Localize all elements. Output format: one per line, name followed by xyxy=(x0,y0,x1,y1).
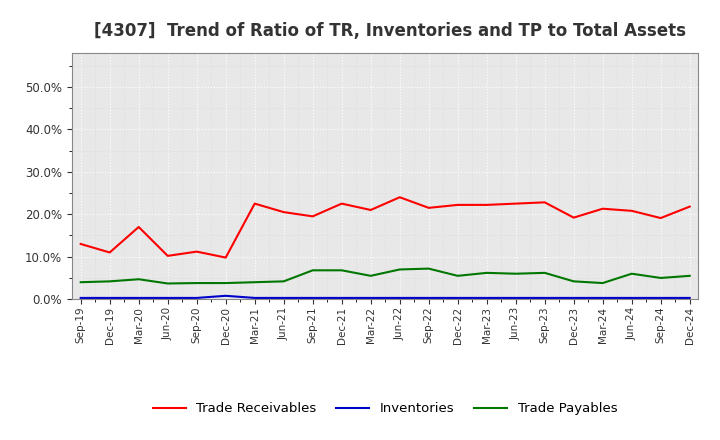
Trade Receivables xyxy=(308,214,317,219)
Trade Payables xyxy=(454,273,462,279)
Trade Payables xyxy=(657,275,665,281)
Trade Payables xyxy=(192,280,201,286)
Trade Receivables xyxy=(627,208,636,213)
Trade Receivables xyxy=(657,216,665,221)
Inventories xyxy=(541,295,549,301)
Trade Payables xyxy=(279,279,288,284)
Trade Payables xyxy=(511,271,520,276)
Inventories xyxy=(511,295,520,301)
Trade Payables xyxy=(221,280,230,286)
Inventories xyxy=(221,293,230,298)
Text: [4307]  Trend of Ratio of TR, Inventories and TP to Total Assets: [4307] Trend of Ratio of TR, Inventories… xyxy=(94,22,685,40)
Trade Payables xyxy=(366,273,375,279)
Trade Payables xyxy=(76,279,85,285)
Line: Trade Payables: Trade Payables xyxy=(81,268,690,283)
Inventories xyxy=(627,295,636,301)
Inventories xyxy=(76,295,85,301)
Inventories xyxy=(424,295,433,301)
Trade Receivables xyxy=(366,207,375,213)
Inventories xyxy=(366,295,375,301)
Trade Payables xyxy=(395,267,404,272)
Trade Receivables xyxy=(76,241,85,246)
Inventories xyxy=(598,295,607,301)
Trade Receivables xyxy=(395,194,404,200)
Legend: Trade Receivables, Inventories, Trade Payables: Trade Receivables, Inventories, Trade Pa… xyxy=(148,397,623,421)
Trade Payables xyxy=(105,279,114,284)
Trade Payables xyxy=(308,268,317,273)
Trade Receivables xyxy=(482,202,491,208)
Trade Payables xyxy=(135,277,143,282)
Inventories xyxy=(570,295,578,301)
Trade Payables xyxy=(424,266,433,271)
Trade Payables xyxy=(338,268,346,273)
Trade Payables xyxy=(570,279,578,284)
Line: Inventories: Inventories xyxy=(81,296,690,298)
Trade Receivables xyxy=(163,253,172,259)
Trade Payables xyxy=(163,281,172,286)
Inventories xyxy=(657,295,665,301)
Inventories xyxy=(338,295,346,301)
Line: Trade Receivables: Trade Receivables xyxy=(81,197,690,257)
Trade Receivables xyxy=(251,201,259,206)
Trade Payables xyxy=(251,279,259,285)
Trade Receivables xyxy=(338,201,346,206)
Trade Receivables xyxy=(424,205,433,210)
Inventories xyxy=(308,295,317,301)
Inventories xyxy=(395,295,404,301)
Trade Receivables xyxy=(279,209,288,215)
Inventories xyxy=(251,295,259,301)
Trade Receivables xyxy=(541,200,549,205)
Inventories xyxy=(105,295,114,301)
Trade Receivables xyxy=(192,249,201,254)
Trade Receivables xyxy=(685,204,694,209)
Trade Receivables xyxy=(598,206,607,211)
Trade Receivables xyxy=(570,215,578,220)
Inventories xyxy=(163,295,172,301)
Trade Receivables xyxy=(135,224,143,230)
Trade Payables xyxy=(627,271,636,276)
Inventories xyxy=(482,295,491,301)
Trade Receivables xyxy=(105,250,114,255)
Trade Payables xyxy=(598,280,607,286)
Trade Receivables xyxy=(221,255,230,260)
Trade Payables xyxy=(482,270,491,275)
Trade Payables xyxy=(685,273,694,279)
Inventories xyxy=(685,295,694,301)
Inventories xyxy=(279,295,288,301)
Inventories xyxy=(192,295,201,301)
Inventories xyxy=(454,295,462,301)
Trade Receivables xyxy=(454,202,462,208)
Trade Payables xyxy=(541,270,549,275)
Inventories xyxy=(135,295,143,301)
Trade Receivables xyxy=(511,201,520,206)
